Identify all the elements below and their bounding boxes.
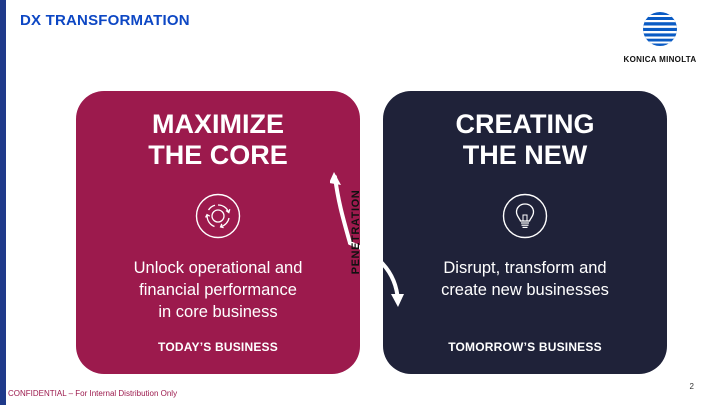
cycle-icon [195,193,241,239]
creating-new-card: CREATING THE NEW Disrupt, transform and … [383,91,667,374]
card-title: CREATING THE NEW [455,109,595,170]
card-description: Unlock operational and financial perform… [133,259,303,321]
logo-wordmark: KONICA MINOLTA [623,55,697,64]
globe-logo-icon [643,12,677,46]
lightbulb-icon [502,193,548,239]
double-arrow-icon [330,172,404,307]
maximize-core-card: MAXIMIZE THE CORE Unlock operational and… [76,91,360,374]
card-footer: TOMORROW’S BUSINESS [448,340,602,354]
confidential-note: CONFIDENTIAL – For Internal Distribution… [8,389,178,398]
penetration-label: PENETRATION [350,189,362,275]
left-accent-strip [0,0,6,405]
slide-title: DX TRANSFORMATION [20,12,190,29]
card-footer: TODAY’S BUSINESS [158,340,278,354]
page-number: 2 [689,382,694,391]
card-title: MAXIMIZE THE CORE [148,109,288,170]
company-logo: KONICA MINOLTA [610,10,710,70]
card-description: Disrupt, transform and create new busine… [441,259,609,299]
